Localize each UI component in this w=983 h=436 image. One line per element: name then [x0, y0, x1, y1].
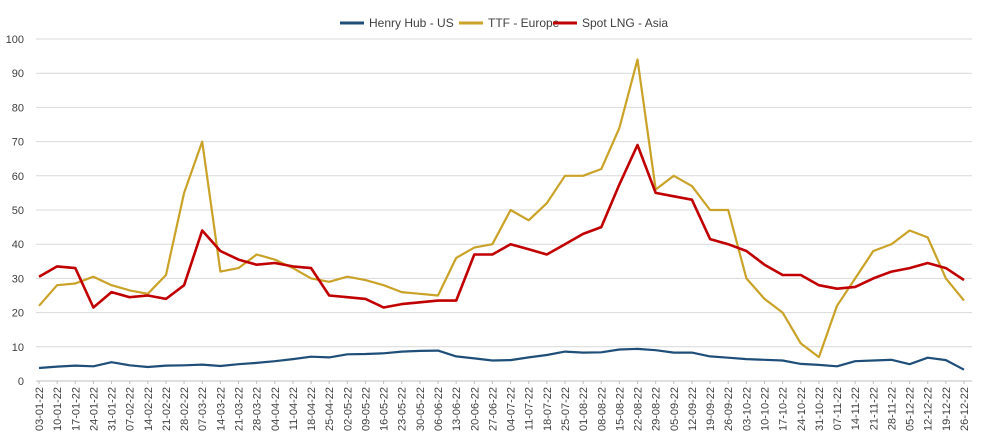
y-tick-label: 90	[12, 68, 24, 80]
y-tick-label: 60	[12, 171, 24, 183]
x-tick-label: 15-08-22	[614, 387, 626, 431]
x-tick-label: 28-02-22	[179, 387, 191, 431]
x-tick-label: 05-12-22	[905, 387, 917, 431]
x-tick-label: 03-10-22	[741, 387, 753, 431]
x-tick-label: 21-02-22	[161, 387, 173, 431]
y-tick-label: 50	[12, 205, 24, 217]
x-tick-label: 31-10-22	[814, 387, 826, 431]
x-axis: 03-01-22 10-01-22 17-01-22 24-01-22 31-01-22…	[34, 381, 971, 431]
x-tick-label: 31-01-22	[107, 387, 119, 431]
x-tick-label: 07-11-22	[832, 387, 844, 430]
legend-label-ttf: TTF - Europe	[488, 16, 560, 30]
x-tick-label: 03-01-22	[34, 387, 46, 431]
x-tick-label: 28-03-22	[252, 387, 264, 431]
x-tick-label: 26-12-22	[959, 387, 971, 431]
legend-label-henry-hub: Henry Hub - US	[369, 16, 454, 30]
x-tick-label: 27-06-22	[487, 387, 499, 431]
x-tick-label: 01-08-22	[578, 387, 590, 431]
x-tick-label: 12-12-22	[923, 387, 935, 431]
gridlines	[36, 38, 972, 348]
x-tick-label: 18-07-22	[542, 387, 554, 431]
y-tick-label: 20	[12, 308, 24, 320]
x-tick-label: 04-04-22	[270, 387, 282, 431]
x-tick-label: 24-10-22	[796, 387, 808, 431]
x-tick-label: 23-05-22	[397, 387, 409, 431]
x-tick-label: 21-03-22	[234, 387, 246, 431]
x-tick-label: 29-08-22	[651, 387, 663, 431]
series-lines	[38, 58, 965, 371]
x-tick-label: 19-12-22	[941, 387, 953, 431]
x-tick-label: 20-06-22	[469, 387, 481, 431]
y-tick-label: 40	[12, 239, 24, 251]
x-tick-label: 07-03-22	[197, 387, 209, 431]
x-tick-label: 25-07-22	[560, 387, 572, 431]
x-tick-label: 05-09-22	[669, 387, 681, 431]
y-tick-label: 80	[12, 102, 24, 114]
x-tick-label: 19-09-22	[705, 387, 717, 431]
x-tick-label: 16-05-22	[379, 387, 391, 431]
y-tick-label: 100	[6, 34, 24, 46]
series-line-spot-lng-asia	[38, 143, 965, 309]
series-line-henry-hub-us	[38, 347, 965, 371]
x-tick-label: 02-05-22	[342, 387, 354, 431]
x-tick-label: 21-11-22	[868, 387, 880, 430]
x-tick-label: 24-01-22	[88, 387, 100, 431]
y-axis: 0 10 20 30 40 50 60 70 80 90 100	[6, 34, 24, 388]
x-tick-label: 18-04-22	[306, 387, 318, 431]
x-tick-label: 14-03-22	[215, 387, 227, 431]
x-tick-label: 10-10-22	[759, 387, 771, 431]
series-line-ttf-europe	[38, 58, 965, 359]
x-tick-label: 12-09-22	[687, 387, 699, 431]
x-tick-label: 17-10-22	[778, 387, 790, 431]
x-tick-label: 07-02-22	[125, 387, 137, 431]
x-tick-label: 30-05-22	[415, 387, 427, 431]
x-tick-label: 17-01-22	[70, 387, 82, 431]
x-tick-label: 26-09-22	[723, 387, 735, 431]
legend: Henry Hub - US TTF - Europe Spot LNG - A…	[340, 16, 668, 30]
y-tick-label: 70	[12, 137, 24, 149]
x-tick-label: 28-11-22	[886, 387, 898, 430]
y-tick-label: 0	[18, 376, 24, 388]
x-tick-label: 14-02-22	[143, 387, 155, 431]
x-tick-label: 22-08-22	[633, 387, 645, 431]
x-tick-label: 11-04-22	[288, 387, 300, 430]
x-tick-label: 10-01-22	[52, 387, 64, 431]
y-tick-label: 30	[12, 273, 24, 285]
x-tick-label: 08-08-22	[596, 387, 608, 431]
x-tick-label: 09-05-22	[360, 387, 372, 431]
x-tick-label: 13-06-22	[451, 387, 463, 431]
y-tick-label: 10	[12, 342, 24, 354]
legend-label-spot-lng: Spot LNG - Asia	[582, 16, 668, 30]
x-tick-label: 06-06-22	[433, 387, 445, 431]
x-tick-label: 25-04-22	[324, 387, 336, 431]
x-tick-label: 11-07-22	[524, 387, 536, 430]
x-tick-label: 04-07-22	[506, 387, 518, 431]
x-tick-label: 14-11-22	[850, 387, 862, 430]
